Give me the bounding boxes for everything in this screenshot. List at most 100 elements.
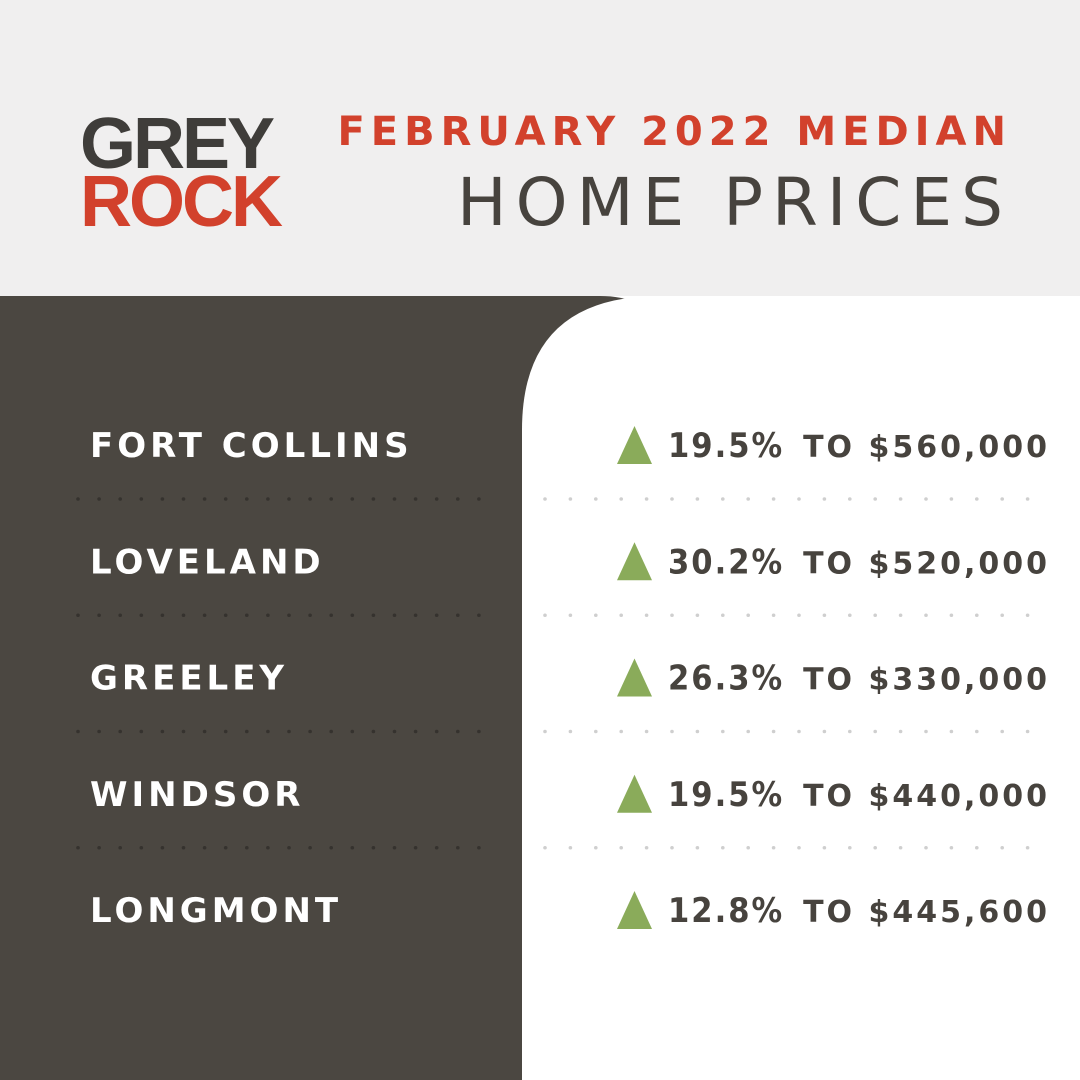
- divider-dot: [746, 729, 750, 734]
- divider-dot: [413, 845, 418, 850]
- divider-dot: [392, 613, 397, 618]
- divider-dot: [1025, 845, 1030, 850]
- divider-dot: [873, 729, 877, 734]
- divider-dot: [721, 845, 725, 850]
- divider-dot: [975, 729, 979, 734]
- change: 26.3%: [668, 659, 784, 699]
- divider-dot: [1025, 729, 1030, 734]
- divider-dot: [949, 613, 954, 618]
- divider-dot: [287, 845, 291, 850]
- divider-dot: [721, 729, 725, 734]
- divider-dot: [350, 613, 355, 618]
- divider-dot: [822, 497, 827, 501]
- divider-dot: [76, 729, 80, 734]
- divider-dot: [308, 729, 312, 734]
- divider-dot: [223, 497, 228, 501]
- rows: FORT COLLINS 19.5% TO $560,000 LOVELAND 30.2…: [76, 426, 1050, 931]
- divider-dot: [1000, 497, 1004, 501]
- divider-dot: [746, 845, 750, 850]
- divider-dot: [797, 497, 801, 501]
- divider-dot: [1025, 613, 1030, 618]
- divider-dot: [181, 497, 186, 501]
- divider-dot: [329, 497, 334, 501]
- value-panel: [522, 296, 1080, 1080]
- divider-dot: [76, 845, 80, 850]
- divider-dot: [266, 729, 270, 734]
- divider-dot: [97, 497, 101, 501]
- divider-dot: [329, 613, 334, 618]
- divider-dot: [118, 729, 122, 734]
- divider-dot: [949, 729, 954, 734]
- divider-dot: [771, 497, 776, 501]
- divider-dot: [160, 729, 165, 734]
- divider-dot: [308, 497, 312, 501]
- divider-dot: [695, 845, 700, 850]
- divider-dot: [924, 613, 928, 618]
- divider-dot: [848, 729, 852, 734]
- divider-dot: [1025, 497, 1030, 501]
- divider-dot: [797, 613, 801, 618]
- divider-dot: [245, 845, 249, 850]
- divider-dot: [202, 613, 207, 618]
- divider-dot: [644, 497, 649, 501]
- divider-dot: [822, 845, 827, 850]
- divider-dot: [949, 497, 954, 501]
- change: 19.5%: [668, 775, 784, 815]
- divider-dot: [695, 729, 700, 734]
- up-arrow: [617, 426, 652, 464]
- divider-dot: [1000, 845, 1004, 850]
- divider-dot: [223, 613, 228, 618]
- divider-dot: [477, 729, 481, 734]
- divider-dot: [477, 613, 481, 618]
- divider-dot: [721, 497, 725, 501]
- divider-dot: [924, 845, 928, 850]
- divider-dot: [456, 497, 460, 501]
- divider-dot: [873, 613, 877, 618]
- divider-dot: [434, 497, 439, 501]
- up-arrow: [617, 774, 652, 813]
- divider-dot: [975, 613, 979, 618]
- divider-dot: [543, 497, 547, 501]
- divider-dot: [160, 497, 165, 501]
- divider-dot: [413, 497, 418, 501]
- divider-dot: [477, 845, 481, 850]
- divider-dot: [898, 497, 903, 501]
- price: TO $560,000: [803, 430, 1050, 465]
- divider-dot: [822, 729, 827, 734]
- divider-dot: [245, 729, 249, 734]
- divider-dot: [975, 845, 979, 850]
- city: GREELEY: [90, 659, 288, 699]
- divider-dot: [434, 729, 439, 734]
- divider-dot: [670, 497, 674, 501]
- header-band: [0, 0, 1080, 296]
- divider-dot: [308, 613, 312, 618]
- price: TO $330,000: [803, 663, 1050, 698]
- divider-dot: [746, 613, 750, 618]
- divider-dot: [746, 497, 750, 501]
- divider-dot: [139, 845, 144, 850]
- price: TO $440,000: [803, 779, 1050, 814]
- divider-dot: [619, 497, 623, 501]
- divider-dot: [413, 613, 418, 618]
- divider-dot: [392, 497, 397, 501]
- divider-dot: [350, 845, 355, 850]
- divider-dot: [456, 845, 460, 850]
- divider-dot: [308, 845, 312, 850]
- divider-dot: [848, 613, 852, 618]
- divider-dot: [594, 613, 598, 618]
- divider-dot: [721, 613, 725, 618]
- divider-dot: [266, 497, 270, 501]
- divider-dot: [371, 845, 376, 850]
- divider-dot: [329, 729, 334, 734]
- divider-dot: [594, 845, 598, 850]
- divider-dot: [97, 845, 101, 850]
- logo-line1: GREY: [80, 104, 274, 184]
- divider-dot: [139, 613, 144, 618]
- divider-dot: [202, 729, 207, 734]
- divider-dot: [266, 845, 270, 850]
- change: 30.2%: [668, 542, 784, 582]
- divider-dot: [160, 613, 165, 618]
- title: FEBRUARY 2022 MEDIAN: [337, 109, 1012, 155]
- divider-dot: [619, 729, 623, 734]
- divider-dot: [434, 613, 439, 618]
